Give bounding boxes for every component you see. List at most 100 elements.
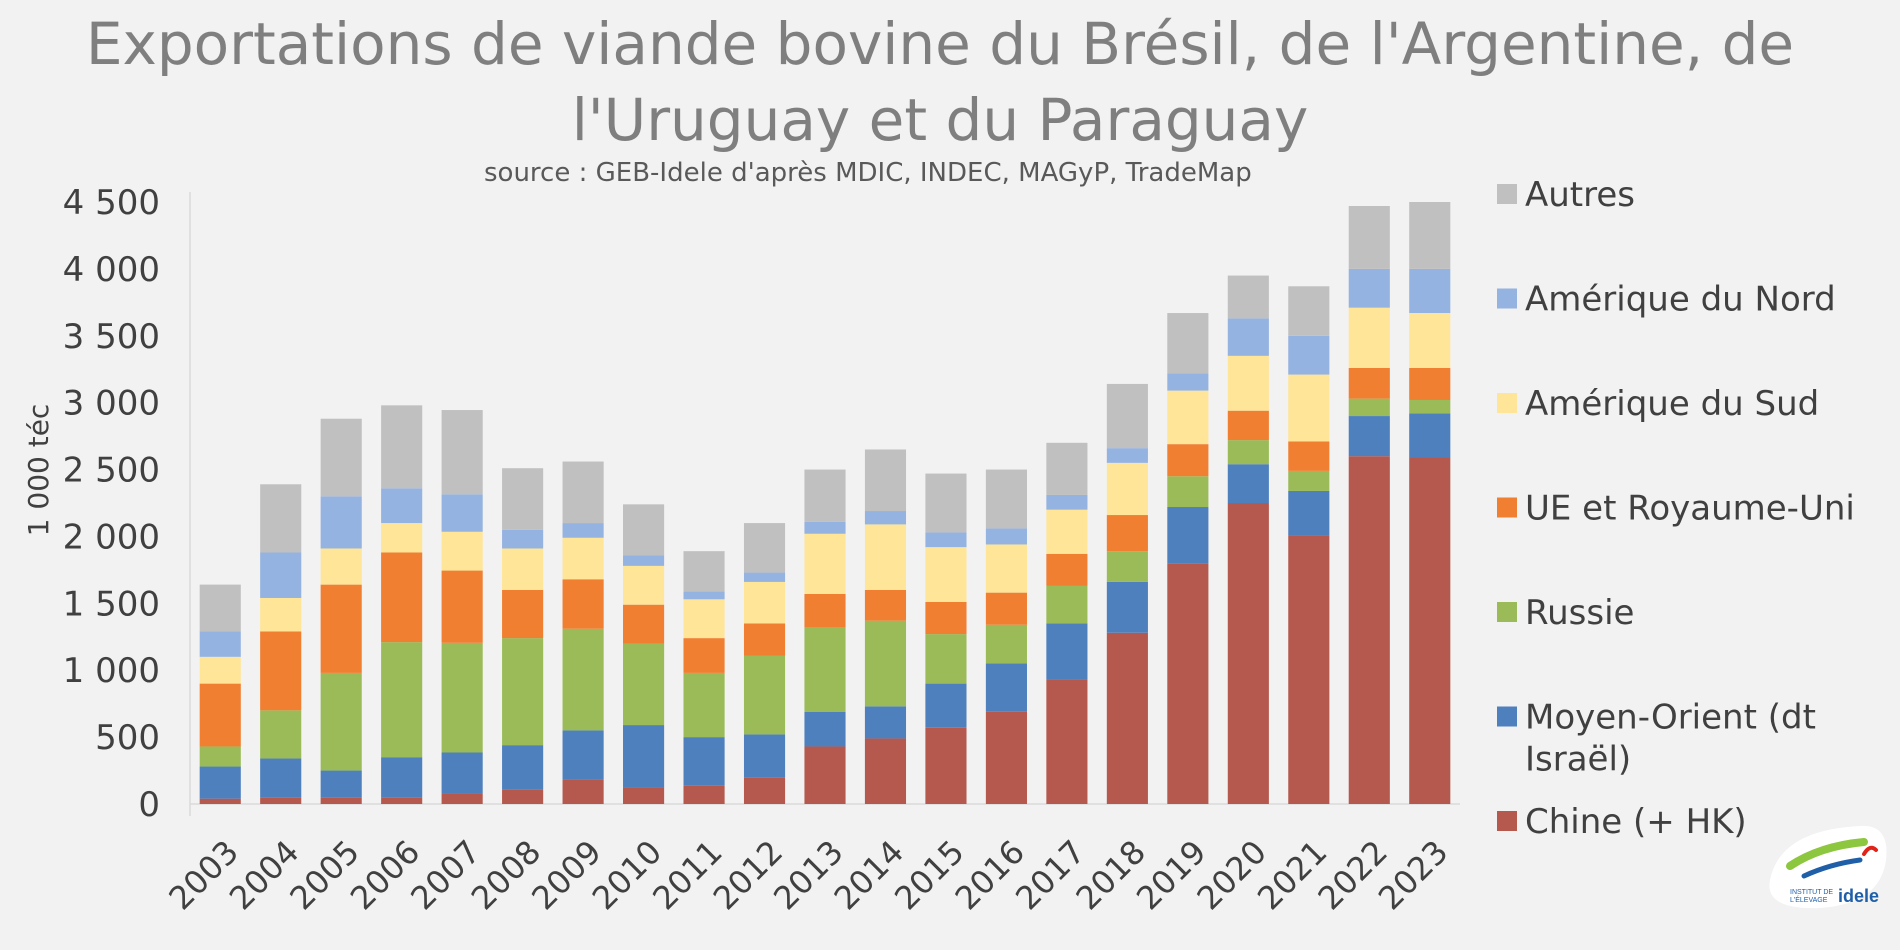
y-tick-label: 3 000 — [63, 384, 160, 424]
bar-segment — [804, 593, 846, 628]
bar-segment — [864, 620, 907, 707]
bar-segment — [743, 655, 786, 735]
bar-segment — [1106, 448, 1148, 463]
bar-segment — [1046, 623, 1088, 680]
bar-segment — [1167, 507, 1209, 564]
bar-segment — [743, 572, 786, 582]
bar-segment — [199, 798, 241, 804]
y-tick-label: 1 500 — [63, 584, 160, 624]
bar-segment — [381, 757, 423, 798]
legend-label: Autres — [1525, 175, 1635, 215]
bar-segment — [381, 642, 423, 758]
bar-segment — [1046, 585, 1088, 624]
bar-segment — [925, 532, 967, 548]
bar-segment — [562, 523, 604, 538]
bar-segment — [1167, 373, 1209, 391]
bar-segment — [1409, 268, 1451, 314]
x-tick-label: 2019 — [1129, 833, 1213, 917]
bar-segment — [441, 642, 483, 753]
bar-segment — [1106, 581, 1148, 633]
bar-segment — [623, 504, 665, 556]
chart-title: Exportations de viande bovine du Brésil,… — [85, 10, 1795, 154]
bar-segment — [743, 581, 786, 624]
y-tick-label: 0 — [138, 785, 160, 825]
bar-segment — [260, 597, 302, 632]
legend-label: Amérique du Sud — [1525, 384, 1819, 424]
bar-segment — [199, 656, 241, 684]
bar-segment — [623, 725, 665, 788]
bar-segment — [804, 711, 846, 747]
bar-segment — [1348, 268, 1390, 308]
legend-swatch — [1497, 393, 1517, 413]
x-tick-label: 2016 — [948, 833, 1032, 917]
bar-segment — [1409, 413, 1451, 458]
bar-segment — [925, 634, 967, 684]
bar-segment — [1409, 399, 1451, 414]
bar-segment — [1227, 355, 1269, 411]
bar-segment — [743, 734, 786, 778]
legend-label: UE et Royaume-Uni — [1525, 489, 1855, 529]
bar-segment — [925, 601, 967, 635]
legend-swatch — [1497, 184, 1517, 204]
bar-segment — [1409, 367, 1451, 400]
bar-segment — [320, 672, 362, 771]
x-tick-label: 2004 — [222, 833, 306, 917]
x-tick-label: 2006 — [343, 833, 427, 917]
bar-segment — [1348, 416, 1390, 457]
bar-segment — [864, 449, 907, 512]
bar-segment — [1167, 390, 1209, 445]
x-tick-label: 2005 — [282, 833, 366, 917]
legend-label: Israël) — [1525, 740, 1631, 780]
bar-segment — [1288, 286, 1330, 336]
bar-segment — [441, 793, 483, 804]
bar-segment — [743, 523, 786, 573]
y-tick-label: 2 500 — [63, 451, 160, 491]
x-tick-label: 2012 — [706, 833, 790, 917]
y-tick-label: 2 000 — [63, 517, 160, 557]
legend-label: Russie — [1525, 593, 1634, 633]
bar-segment — [864, 511, 907, 525]
bar-segment — [502, 638, 544, 746]
bar-segment — [864, 706, 907, 739]
bar-segment — [804, 627, 846, 712]
logo-text-line1: INSTITUT DE — [1790, 889, 1833, 896]
bar-segment — [260, 758, 302, 798]
bar-segment — [683, 591, 725, 600]
x-tick-label: 2017 — [1008, 833, 1092, 917]
bar-segment — [623, 555, 665, 566]
bar-segment — [1106, 632, 1148, 804]
bar-segment — [320, 548, 362, 585]
bar-segment — [1227, 318, 1269, 356]
x-tick-label: 2011 — [645, 833, 729, 917]
bar-segment — [985, 711, 1027, 804]
bar-segment — [260, 631, 302, 711]
x-tick-label: 2003 — [161, 833, 245, 917]
x-tick-label: 2021 — [1250, 833, 1334, 917]
bar-segment — [743, 777, 786, 804]
x-tick-label: 2023 — [1371, 833, 1455, 917]
x-tick-label: 2009 — [524, 833, 608, 917]
bar-segment — [441, 752, 483, 794]
bar-segment — [1288, 374, 1330, 442]
bar-segment — [441, 494, 483, 532]
bar-segment — [623, 787, 665, 804]
bar-segment — [1288, 470, 1330, 491]
bar-segment — [1106, 551, 1148, 582]
bar-segment — [623, 565, 665, 605]
bar-segment — [381, 523, 423, 553]
bar-segment — [864, 524, 907, 590]
x-tick-label: 2015 — [887, 833, 971, 917]
bar-segment — [502, 468, 544, 530]
bar-segment — [381, 797, 423, 804]
bar-segment — [199, 683, 241, 747]
bar-segment — [320, 496, 362, 549]
bar-segment — [1227, 503, 1269, 804]
bar-segment — [1409, 202, 1451, 269]
x-tick-label: 2007 — [403, 833, 487, 917]
bar-segment — [804, 533, 846, 594]
bar-segment — [1288, 441, 1330, 471]
bar-segment — [562, 579, 604, 629]
chart-subtitle: source : GEB-Idele d'après MDIC, INDEC, … — [484, 158, 1252, 188]
bar-segment — [1046, 442, 1088, 495]
